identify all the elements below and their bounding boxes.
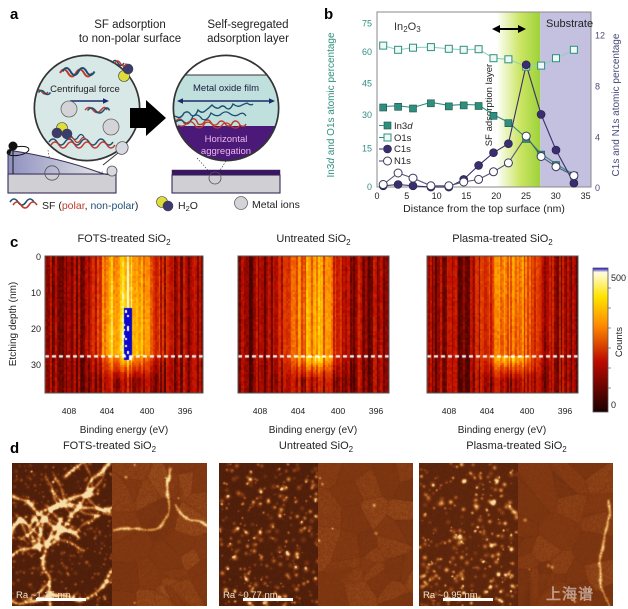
svg-text:408: 408 bbox=[253, 406, 268, 416]
svg-text:35: 35 bbox=[581, 191, 591, 201]
svg-text:15: 15 bbox=[461, 191, 471, 201]
svg-text:H2O: H2O bbox=[178, 200, 198, 213]
svg-text:Substrate: Substrate bbox=[546, 18, 593, 30]
svg-text:20: 20 bbox=[31, 324, 41, 334]
svg-text:0: 0 bbox=[374, 191, 379, 201]
svg-text:30: 30 bbox=[362, 110, 372, 120]
svg-text:404: 404 bbox=[100, 406, 115, 416]
svg-text:408: 408 bbox=[442, 406, 457, 416]
svg-text:aggregation: aggregation bbox=[201, 146, 251, 157]
svg-text:Distance from the top surface: Distance from the top surface (nm) bbox=[403, 203, 565, 215]
svg-text:20: 20 bbox=[491, 191, 501, 201]
svg-text:30: 30 bbox=[551, 191, 561, 201]
svg-text:15: 15 bbox=[362, 143, 372, 153]
svg-text:8: 8 bbox=[595, 81, 600, 91]
svg-text:400: 400 bbox=[331, 406, 346, 416]
svg-text:404: 404 bbox=[291, 406, 306, 416]
svg-text:0: 0 bbox=[36, 252, 41, 262]
svg-text:Counts: Counts bbox=[614, 327, 625, 357]
svg-text:C1s and N1s atomic percentage: C1s and N1s atomic percentage bbox=[611, 33, 622, 176]
svg-text:404: 404 bbox=[480, 406, 495, 416]
svg-text:C1s: C1s bbox=[394, 144, 411, 155]
svg-text:SF adsorption layer: SF adsorption layer bbox=[484, 64, 495, 146]
svg-text:0: 0 bbox=[611, 400, 616, 410]
svg-text:N1s: N1s bbox=[394, 156, 411, 167]
svg-text:408: 408 bbox=[62, 406, 77, 416]
svg-text:Etching depth (nm): Etching depth (nm) bbox=[8, 282, 19, 367]
svg-text:10: 10 bbox=[31, 288, 41, 298]
svg-text:In3d: In3d bbox=[394, 121, 413, 132]
svg-text:12: 12 bbox=[595, 30, 605, 40]
svg-text:45: 45 bbox=[362, 79, 372, 89]
svg-text:4: 4 bbox=[595, 132, 600, 142]
svg-text:Metal oxide film: Metal oxide film bbox=[193, 83, 259, 94]
svg-text:5: 5 bbox=[404, 191, 409, 201]
svg-text:30: 30 bbox=[31, 360, 41, 370]
svg-text:396: 396 bbox=[558, 406, 573, 416]
svg-text:75: 75 bbox=[362, 19, 372, 29]
svg-text:10: 10 bbox=[432, 191, 442, 201]
svg-text:SF (polar, non-polar): SF (polar, non-polar) bbox=[42, 200, 138, 212]
svg-text:400: 400 bbox=[520, 406, 535, 416]
svg-text:60: 60 bbox=[362, 47, 372, 57]
svg-text:In3d and O1s atomic percentage: In3d and O1s atomic percentage bbox=[326, 32, 337, 178]
svg-text:396: 396 bbox=[369, 406, 384, 416]
svg-text:Horizontal: Horizontal bbox=[205, 134, 248, 145]
svg-text:500: 500 bbox=[611, 273, 626, 283]
svg-text:400: 400 bbox=[140, 406, 155, 416]
svg-text:396: 396 bbox=[178, 406, 193, 416]
svg-text:O1s: O1s bbox=[394, 133, 412, 144]
svg-text:0: 0 bbox=[367, 182, 372, 192]
svg-text:25: 25 bbox=[521, 191, 531, 201]
svg-text:Centrifugal force: Centrifugal force bbox=[50, 84, 120, 95]
svg-text:Metal ions: Metal ions bbox=[252, 199, 300, 211]
svg-text:0: 0 bbox=[595, 183, 600, 193]
